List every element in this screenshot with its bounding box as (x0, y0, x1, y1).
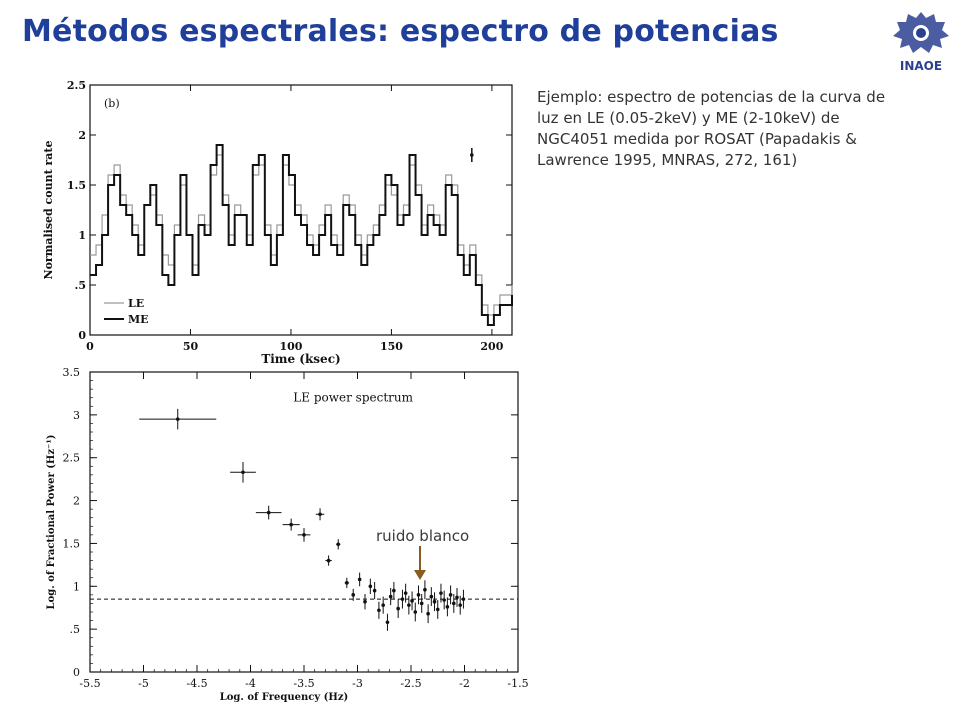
ps-x-tick-label: -5.5 (79, 677, 100, 690)
ps-data-point (458, 603, 463, 607)
ps-data-point (439, 591, 443, 595)
ps-y-tick-label: 2 (73, 495, 80, 508)
lc-y-tick-label: 0 (78, 329, 86, 342)
ps-data-point (336, 542, 341, 547)
ps-x-axis-label: Log. of Frequency (Hz) (220, 692, 349, 703)
ps-y-tick-label: 2.5 (63, 452, 81, 465)
ps-data-point (385, 620, 390, 625)
ps-data-point (432, 599, 437, 604)
lc-x-tick-label: 200 (480, 340, 503, 353)
lc-error-bar-point (470, 153, 474, 157)
lc-x-tick-label: 100 (279, 340, 302, 353)
ps-data-point (407, 603, 411, 607)
ps-data-point (363, 599, 367, 604)
ps-data-point (377, 608, 381, 613)
svg-text:INAOE: INAOE (900, 59, 942, 73)
ps-x-tick-label: -4.5 (186, 677, 207, 690)
lc-x-tick-label: 150 (380, 340, 403, 353)
ps-data-point (413, 610, 418, 614)
ps-data-point (419, 601, 424, 606)
ps-data-point (400, 597, 405, 601)
ps-data-point (445, 605, 450, 609)
ps-data-point (345, 581, 349, 585)
lc-x-axis-label: Time (ksec) (261, 352, 340, 365)
inaoe-logo: INAOE (893, 12, 949, 73)
ps-data-point (429, 594, 434, 599)
ps-data-point (302, 533, 306, 537)
ps-data-point (416, 593, 421, 597)
ps-data-point (448, 593, 453, 597)
ps-data-point (368, 584, 373, 589)
ps-data-point (423, 587, 427, 592)
ps-data-point (461, 597, 466, 601)
ps-data-point (388, 594, 393, 599)
ps-data-point (410, 599, 414, 603)
ps-data-point (435, 607, 440, 612)
ps-x-tick-label: -5 (138, 677, 149, 690)
ps-y-tick-label: 1.5 (63, 537, 81, 550)
description-text: Ejemplo: espectro de potencias de la cur… (537, 88, 886, 169)
lc-x-tick-label: 50 (183, 340, 199, 353)
lc-y-tick-label: 2.5 (67, 79, 86, 92)
ps-x-tick-label: -4 (245, 677, 256, 690)
ps-data-point (442, 598, 446, 602)
ps-data-point (351, 593, 356, 597)
ps-data-point (372, 588, 377, 593)
ps-data-point (326, 558, 331, 563)
lc-legend-label: ME (128, 313, 149, 326)
ps-data-point (318, 512, 322, 517)
ps-chart-title: LE power spectrum (293, 391, 413, 405)
ps-x-tick-label: -3 (352, 677, 363, 690)
ps-data-point (455, 595, 459, 600)
ps-x-tick-label: -2 (459, 677, 470, 690)
lc-y-tick-label: 2 (78, 129, 86, 142)
ps-x-tick-label: -1.5 (507, 677, 528, 690)
lc-plot-frame (89, 84, 513, 336)
lc-series-le (90, 154, 513, 316)
ps-data-point (403, 591, 408, 595)
ps-data-point (289, 522, 293, 527)
ps-y-tick-label: 1 (73, 580, 80, 593)
lc-y-tick-label: 1 (78, 229, 86, 242)
ps-data-point (396, 606, 400, 611)
ps-data-point (392, 588, 396, 593)
ps-data-point (357, 577, 362, 582)
ps-y-axis-label: Log. of Fractional Power (Hz⁻¹) (46, 435, 57, 610)
ps-y-tick-label: 0 (73, 666, 80, 679)
ps-data-point (452, 601, 456, 606)
power-spectrum-chart: -5.5 -5 -4.5 -4 -3.5 -3 -2.5 -2 -1.5 0 .5 1 1.5 2 2.5 3… (46, 366, 529, 703)
annotation-arrow-icon (414, 546, 426, 580)
slide-title: Métodos espectrales: espectro de potenci… (22, 14, 779, 49)
lc-series-me (90, 144, 513, 326)
ps-x-tick-label: -3.5 (293, 677, 314, 690)
ps-data-point (175, 417, 180, 421)
ps-data-point (381, 603, 385, 607)
ps-data-point (241, 470, 245, 475)
white-noise-annotation: ruido blanco (376, 527, 470, 545)
lc-y-tick-label: 1.5 (67, 179, 86, 192)
ps-x-tick-label: -2.5 (400, 677, 421, 690)
lc-y-tick-label: .5 (75, 279, 86, 292)
ps-plot-frame (89, 371, 519, 673)
lc-legend-label: LE (128, 297, 144, 310)
ps-data-point (426, 611, 430, 616)
ps-y-tick-label: 3.5 (63, 366, 81, 379)
ps-y-tick-label: 3 (73, 409, 80, 422)
lc-panel-label: (b) (104, 97, 120, 110)
ps-data-point (266, 510, 271, 515)
ps-y-tick-label: .5 (70, 623, 81, 636)
light-curve-chart: 0 50 100 150 200 0 .5 1 1.5 2 2.5 Time (ksec) Normal… (42, 79, 513, 365)
lc-y-axis-label: Normalised count rate (42, 141, 55, 280)
lc-x-tick-label: 0 (86, 340, 94, 353)
